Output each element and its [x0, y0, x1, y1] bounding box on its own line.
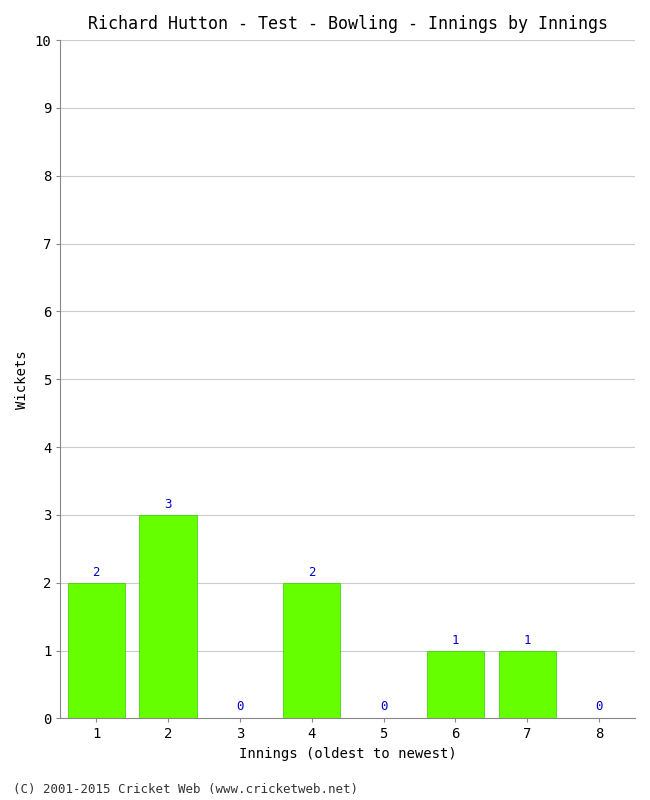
Text: 2: 2 — [308, 566, 315, 578]
Bar — [283, 582, 341, 718]
Bar — [139, 515, 197, 718]
Text: 1: 1 — [452, 634, 459, 646]
Bar — [499, 650, 556, 718]
Text: 0: 0 — [595, 700, 603, 713]
Y-axis label: Wickets: Wickets — [15, 350, 29, 409]
Text: (C) 2001-2015 Cricket Web (www.cricketweb.net): (C) 2001-2015 Cricket Web (www.cricketwe… — [13, 783, 358, 796]
X-axis label: Innings (oldest to newest): Innings (oldest to newest) — [239, 747, 456, 761]
Bar — [68, 582, 125, 718]
Bar — [426, 650, 484, 718]
Text: 0: 0 — [236, 700, 244, 713]
Text: 3: 3 — [164, 498, 172, 511]
Text: 2: 2 — [92, 566, 100, 578]
Text: 1: 1 — [523, 634, 531, 646]
Text: 0: 0 — [380, 700, 387, 713]
Title: Richard Hutton - Test - Bowling - Innings by Innings: Richard Hutton - Test - Bowling - Inning… — [88, 15, 608, 33]
